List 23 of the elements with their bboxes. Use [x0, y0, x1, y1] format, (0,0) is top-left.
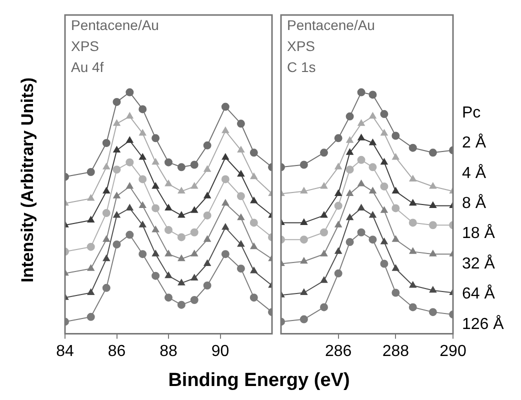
x-tick-label: 90: [211, 342, 230, 360]
text: XPS: [287, 38, 316, 54]
x-tick-label: 84: [56, 342, 74, 360]
text: C 1s: [287, 58, 316, 75]
text: 2 Å: [462, 134, 486, 152]
text: 64 Å: [462, 284, 496, 303]
text: Pc: [462, 104, 481, 122]
x-tick-label: 88: [160, 342, 178, 360]
y-axis-title: Intensity (Arbitrary Units): [18, 78, 38, 282]
x-tick-label: 286: [324, 342, 352, 360]
text: Pentacene/Au: [71, 16, 159, 33]
text: Pentacene/Au: [287, 16, 375, 33]
text: XPS: [71, 38, 100, 54]
text: 18 Å: [462, 224, 496, 242]
x-tick-label: 288: [382, 342, 410, 360]
text: 8 Å: [462, 194, 486, 212]
text: 32 Å: [462, 254, 496, 272]
x-axis-title: Binding Energy (eV): [167, 370, 351, 392]
text: 4 Å: [462, 164, 486, 182]
x-tick-label: 290: [440, 342, 466, 360]
x-tick-label: 86: [108, 342, 126, 360]
text: Au 4f: [71, 58, 104, 75]
text: 126 Å: [462, 314, 504, 333]
